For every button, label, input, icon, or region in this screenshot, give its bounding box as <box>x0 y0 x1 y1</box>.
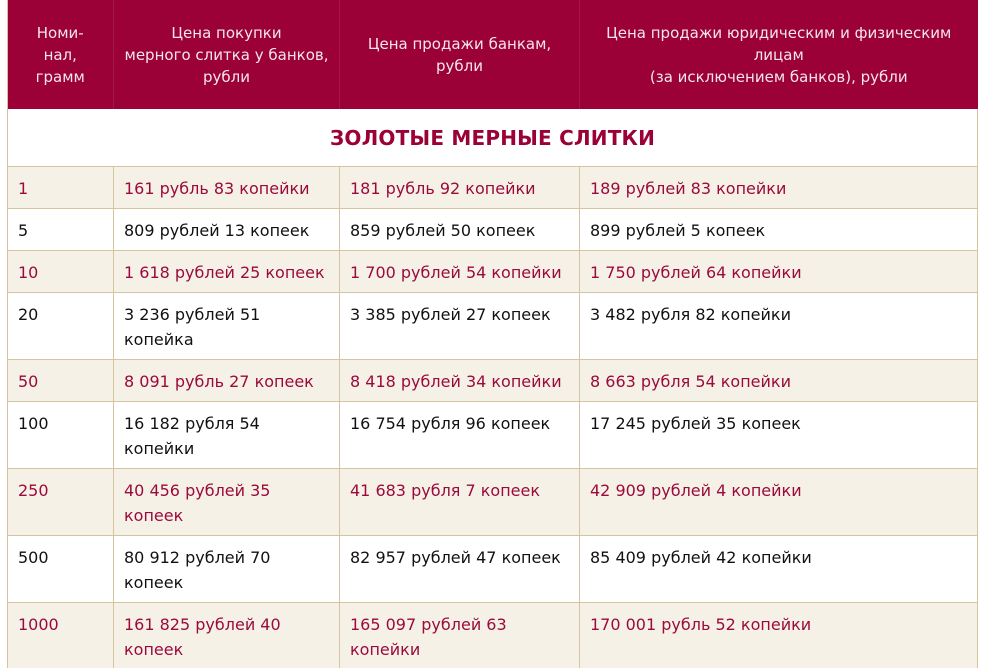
header-sell-others: Цена продажи юридическим и физическим лиц… <box>579 0 978 109</box>
cell-sell-others: 17 245 рублей 35 копеек <box>579 401 978 469</box>
cell-sell-others: 189 рублей 83 копейки <box>579 166 978 209</box>
cell-buy: 809 рублей 13 копеек <box>113 208 340 251</box>
header-sell-banks: Цена продажи банкам, рубли <box>339 0 580 109</box>
table-row: 1000 161 825 рублей 40 копеек 165 097 ру… <box>7 602 978 668</box>
table-row: 5 809 рублей 13 копеек 859 рублей 50 коп… <box>7 208 978 251</box>
table-header-row: Номи-нал, грамм Цена покупки мерного слитк… <box>7 0 978 109</box>
cell-nominal: 100 <box>7 401 114 469</box>
cell-nominal: 250 <box>7 468 114 536</box>
cell-sell-banks: 1 700 рублей 54 копейки <box>339 250 580 293</box>
table-row: 250 40 456 рублей 35 копеек 41 683 рубля… <box>7 468 978 536</box>
cell-sell-banks: 16 754 рубля 96 копеек <box>339 401 580 469</box>
cell-sell-banks: 859 рублей 50 копеек <box>339 208 580 251</box>
cell-buy: 161 рубль 83 копейки <box>113 166 340 209</box>
table-row: 1 161 рубль 83 копейки 181 рубль 92 копе… <box>7 166 978 209</box>
cell-nominal: 1000 <box>7 602 114 668</box>
cell-buy: 16 182 рубля 54 копейки <box>113 401 340 469</box>
section-title: ЗОЛОТЫЕ МЕРНЫЕ СЛИТКИ <box>7 109 978 167</box>
cell-sell-others: 170 001 рубль 52 копейки <box>579 602 978 668</box>
gold-bars-price-table: Номи-нал, грамм Цена покупки мерного слитк… <box>7 0 978 668</box>
cell-sell-banks: 41 683 рубля 7 копеек <box>339 468 580 536</box>
cell-buy: 80 912 рублей 70 копеек <box>113 535 340 603</box>
cell-sell-banks: 8 418 рублей 34 копейки <box>339 359 580 402</box>
cell-nominal: 1 <box>7 166 114 209</box>
cell-nominal: 5 <box>7 208 114 251</box>
cell-sell-others: 3 482 рубля 82 копейки <box>579 292 978 360</box>
cell-buy: 3 236 рублей 51 копейка <box>113 292 340 360</box>
cell-sell-others: 8 663 рубля 54 копейки <box>579 359 978 402</box>
cell-nominal: 20 <box>7 292 114 360</box>
section-title-row: ЗОЛОТЫЕ МЕРНЫЕ СЛИТКИ <box>7 109 978 167</box>
gold-bars-price-table-container: Номи-нал, грамм Цена покупки мерного слитк… <box>7 0 978 668</box>
table-row: 50 8 091 рубль 27 копеек 8 418 рублей 34… <box>7 359 978 402</box>
table-row: 100 16 182 рубля 54 копейки 16 754 рубля… <box>7 401 978 469</box>
cell-sell-others: 899 рублей 5 копеек <box>579 208 978 251</box>
cell-nominal: 50 <box>7 359 114 402</box>
table-row: 500 80 912 рублей 70 копеек 82 957 рубле… <box>7 535 978 603</box>
cell-sell-others: 42 909 рублей 4 копейки <box>579 468 978 536</box>
table-row: 20 3 236 рублей 51 копейка 3 385 рублей … <box>7 292 978 360</box>
table-row: 10 1 618 рублей 25 копеек 1 700 рублей 5… <box>7 250 978 293</box>
cell-nominal: 500 <box>7 535 114 603</box>
cell-buy: 1 618 рублей 25 копеек <box>113 250 340 293</box>
cell-buy: 161 825 рублей 40 копеек <box>113 602 340 668</box>
cell-buy: 40 456 рублей 35 копеек <box>113 468 340 536</box>
cell-buy: 8 091 рубль 27 копеек <box>113 359 340 402</box>
cell-sell-banks: 82 957 рублей 47 копеек <box>339 535 580 603</box>
cell-sell-others: 1 750 рублей 64 копейки <box>579 250 978 293</box>
cell-sell-others: 85 409 рублей 42 копейки <box>579 535 978 603</box>
cell-sell-banks: 165 097 рублей 63 копейки <box>339 602 580 668</box>
cell-nominal: 10 <box>7 250 114 293</box>
header-nominal: Номи-нал, грамм <box>7 0 114 109</box>
cell-sell-banks: 3 385 рублей 27 копеек <box>339 292 580 360</box>
header-buy-price: Цена покупки мерного слитка у банков, рубл… <box>113 0 340 109</box>
cell-sell-banks: 181 рубль 92 копейки <box>339 166 580 209</box>
